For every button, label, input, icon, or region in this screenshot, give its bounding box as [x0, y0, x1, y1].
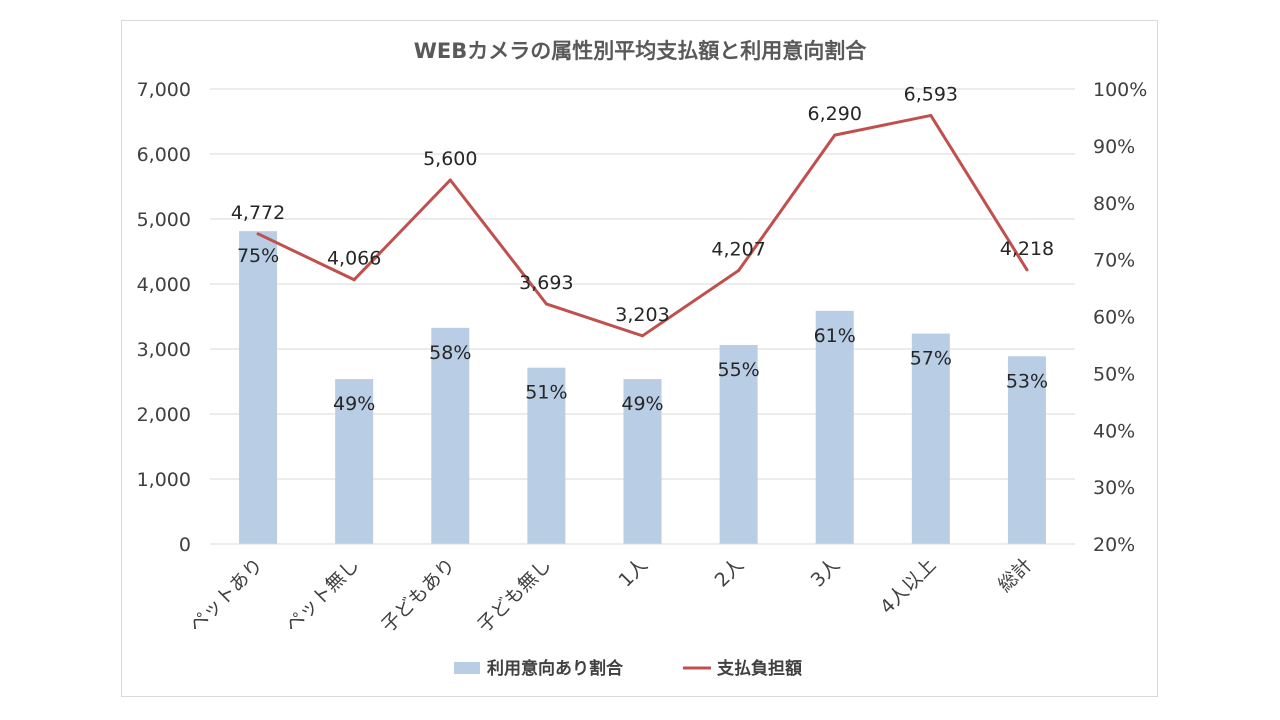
bar — [623, 379, 662, 544]
line-point — [1025, 268, 1029, 272]
right-axis-tick-label: 30% — [1093, 477, 1135, 499]
right-axis-tick-label: 100% — [1093, 79, 1147, 101]
bar-data-label: 53% — [1006, 370, 1048, 392]
line-point — [256, 232, 260, 236]
line-point — [641, 334, 644, 338]
line-data-label: 6,290 — [808, 103, 862, 125]
bar — [239, 231, 278, 544]
right-axis-tick-label: 20% — [1093, 534, 1135, 556]
bar-data-label: 75% — [237, 245, 279, 267]
line-point — [544, 302, 548, 306]
bar — [431, 327, 470, 544]
line-point — [833, 133, 837, 137]
line-data-label: 4,772 — [231, 202, 285, 224]
bar-data-label: 57% — [910, 348, 952, 370]
bar — [1007, 356, 1046, 544]
line-data-label: 6,593 — [904, 83, 958, 105]
x-axis-category-label: 4人以上 — [876, 554, 940, 618]
bar — [815, 310, 854, 544]
x-axis-category-label: ペット無し — [281, 554, 364, 637]
line-point — [352, 278, 356, 282]
bar-data-label: 49% — [333, 393, 375, 415]
x-axis-category-label: 総計 — [994, 554, 1036, 596]
line-series — [256, 113, 1029, 338]
line-path — [257, 113, 1029, 338]
bar-data-label: 55% — [717, 359, 759, 381]
legend: 利用意向あり割合 支払負担額 — [454, 658, 802, 679]
legend-bar-label: 利用意向あり割合 — [487, 658, 624, 679]
left-axis-tick-label: 1,000 — [137, 469, 191, 491]
left-axis-tick-label: 4,000 — [137, 274, 191, 296]
left-axis: 0 1,000 2,000 3,000 4,000 5,000 6,000 7,000 — [137, 79, 191, 556]
right-axis-tick-label: 60% — [1093, 307, 1135, 329]
chart-frame — [121, 20, 1158, 697]
legend-bar-swatch — [454, 662, 480, 674]
bar — [911, 333, 950, 544]
x-axis-category-label: 子どもあり — [377, 554, 460, 637]
left-axis-tick-label: 5,000 — [137, 209, 191, 231]
x-axis-category-label: ペットあり — [185, 554, 268, 637]
x-axis-category-label: 2人 — [711, 554, 749, 592]
line-point — [448, 178, 452, 182]
line-point — [929, 113, 933, 117]
left-axis-tick-label: 6,000 — [137, 144, 191, 166]
x-axis-category-label: 1人 — [614, 554, 652, 592]
data-labels: 75% 49% 58% 51% 49% 55% 61% 57% 53% 4,772 4,066 5,6… — [231, 83, 1054, 415]
left-axis-tick-label: 0 — [179, 534, 191, 556]
left-axis-tick-label: 3,000 — [137, 339, 191, 361]
left-axis-tick-label: 2,000 — [137, 404, 191, 426]
right-axis: 20% 30% 40% 50% 60% 70% 80% 90% 100% — [1093, 79, 1147, 556]
line-data-label: 3,693 — [519, 272, 573, 294]
right-axis-tick-label: 50% — [1093, 363, 1135, 385]
line-data-label: 4,066 — [327, 248, 381, 270]
chart-title: WEBカメラの属性別平均支払額と利用意向割合 — [414, 39, 868, 63]
right-axis-tick-label: 40% — [1093, 420, 1135, 442]
x-axis-category-label: 3人 — [807, 554, 845, 592]
right-axis-tick-label: 70% — [1093, 250, 1135, 272]
bar-data-label: 58% — [429, 342, 471, 364]
bar-data-label: 61% — [814, 325, 856, 347]
line-point — [737, 269, 741, 273]
bar — [335, 379, 374, 544]
x-axis: ペットあり ペット無し 子どもあり 子ども無し 1人 2人 3人 4人以上 総計 — [185, 543, 1075, 637]
bar — [527, 367, 566, 544]
legend-line-label: 支払負担額 — [717, 658, 802, 679]
line-data-label: 4,207 — [711, 239, 765, 261]
line-data-label: 5,600 — [423, 148, 477, 170]
bar — [719, 344, 758, 544]
right-axis-tick-label: 80% — [1093, 193, 1135, 215]
x-axis-category-label: 子ども無し — [473, 554, 556, 637]
bar-series — [239, 231, 1046, 544]
line-data-label: 4,218 — [1000, 238, 1054, 260]
line-data-label: 3,203 — [615, 304, 669, 326]
right-axis-tick-label: 90% — [1093, 136, 1135, 158]
bar-data-label: 51% — [525, 382, 567, 404]
left-axis-tick-label: 7,000 — [137, 79, 191, 101]
bar-data-label: 49% — [621, 393, 663, 415]
